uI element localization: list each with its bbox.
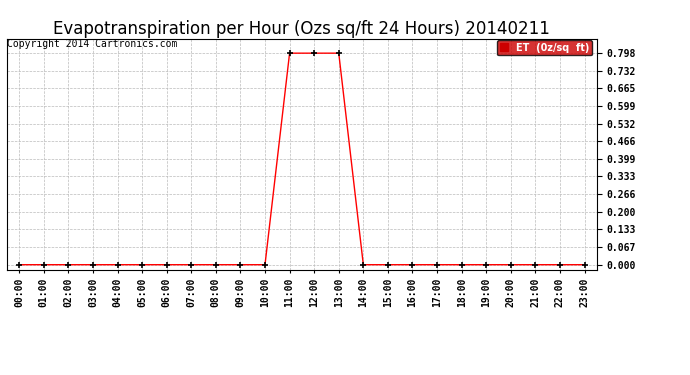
Title: Evapotranspiration per Hour (Ozs sq/ft 24 Hours) 20140211: Evapotranspiration per Hour (Ozs sq/ft 2… <box>53 20 551 38</box>
Text: Copyright 2014 Cartronics.com: Copyright 2014 Cartronics.com <box>7 39 177 50</box>
Legend: ET  (0z/sq  ft): ET (0z/sq ft) <box>497 40 592 56</box>
